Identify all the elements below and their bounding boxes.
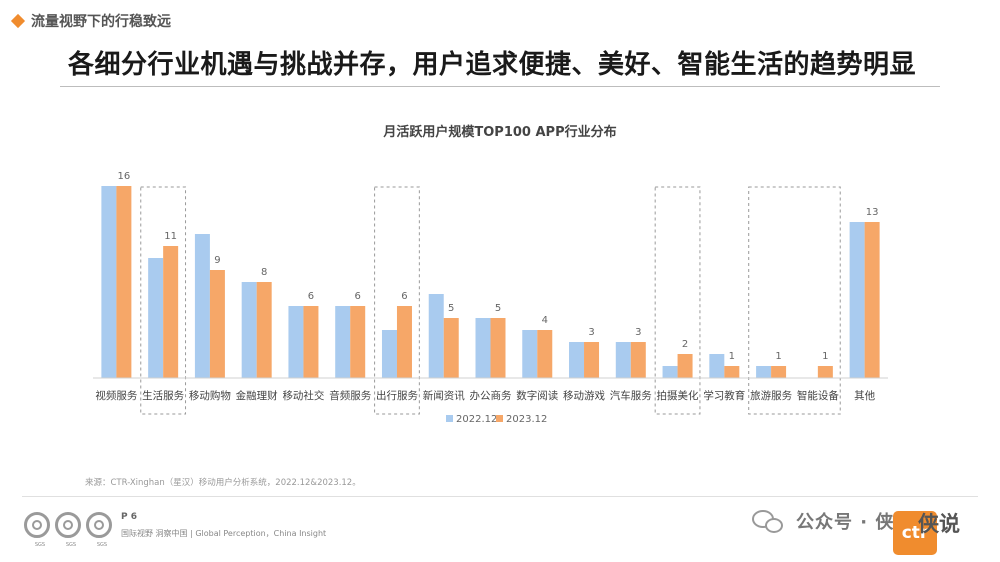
bar-2023-12 — [677, 354, 693, 378]
category-label: 移动游戏 — [563, 389, 605, 402]
data-label: 1 — [822, 351, 828, 362]
data-label: 3 — [588, 327, 594, 338]
wechat-watermark: 公众号 · 侠说 — [752, 508, 913, 534]
category-label: 办公商务 — [470, 389, 512, 402]
source-note: 来源：CTR-Xinghan（星汉）移动用户分析系统，2022.12&2023.… — [85, 478, 361, 488]
bar-2022-12 — [522, 330, 538, 378]
category-label: 生活服务 — [142, 389, 184, 402]
bar-2023-12 — [864, 222, 880, 378]
bar-2023-12 — [443, 318, 459, 378]
bar-2023-12 — [584, 342, 600, 378]
seal-label: SGS — [96, 542, 108, 548]
bar-2023-12 — [724, 366, 740, 378]
bar-2022-12 — [148, 258, 164, 378]
bar-2022-12 — [335, 306, 351, 378]
bar-2023-12 — [350, 306, 366, 378]
seal-label: SGS — [65, 542, 77, 548]
bar-2022-12 — [709, 354, 725, 378]
bar-2022-12 — [615, 342, 631, 378]
headline-divider — [60, 86, 940, 87]
category-label: 学习教育 — [703, 389, 745, 402]
legend-swatch — [446, 415, 453, 422]
footer-divider — [22, 496, 978, 497]
data-label: 6 — [355, 291, 361, 302]
bar-2023-12 — [163, 246, 179, 378]
data-label: 5 — [448, 303, 454, 314]
data-label: 8 — [261, 267, 267, 278]
data-label: 16 — [118, 171, 131, 182]
bar-2023-12 — [396, 306, 412, 378]
category-label: 新闻资讯 — [423, 389, 465, 402]
data-label: 6 — [308, 291, 314, 302]
bar-2023-12 — [630, 342, 646, 378]
category-label: 出行服务 — [376, 389, 418, 402]
watermark-overlay: 侠说 — [918, 512, 960, 536]
bar-2022-12 — [428, 294, 444, 378]
bar-2022-12 — [101, 186, 117, 378]
data-label: 4 — [542, 315, 548, 326]
data-label: 1 — [729, 351, 735, 362]
bar-chart: 16视频服务11生活服务9移动购物8金融理财6移动社交6音频服务6出行服务5新闻… — [93, 171, 888, 425]
legend-label: 2022.12 — [456, 414, 497, 425]
certification-seal-icon: SGS — [55, 512, 81, 548]
category-label: 数字阅读 — [516, 389, 558, 402]
legend-swatch — [496, 415, 503, 422]
seal-label: SGS — [34, 542, 46, 548]
data-label: 11 — [164, 231, 177, 242]
data-label: 3 — [635, 327, 641, 338]
category-label: 其他 — [854, 389, 875, 402]
category-label: 智能设备 — [797, 389, 839, 402]
category-label: 移动购物 — [189, 389, 231, 402]
bar-2023-12 — [256, 282, 272, 378]
chart-title: 月活跃用户规模TOP100 APP行业分布 — [383, 125, 617, 140]
category-label: 音频服务 — [329, 389, 371, 402]
bar-2023-12 — [817, 366, 833, 378]
bar-2022-12 — [381, 330, 397, 378]
category-label: 金融理财 — [236, 389, 278, 402]
data-label: 9 — [214, 255, 220, 266]
bar-2022-12 — [756, 366, 772, 378]
bar-2022-12 — [569, 342, 585, 378]
highlight-box — [140, 186, 187, 415]
legend-label: 2023.12 — [506, 414, 547, 425]
bar-2023-12 — [771, 366, 787, 378]
bar-2023-12 — [303, 306, 319, 378]
bar-2022-12 — [849, 222, 865, 378]
highlight-box — [374, 186, 420, 415]
category-label: 视频服务 — [95, 389, 137, 402]
highlight-box — [748, 186, 841, 415]
data-label: 13 — [866, 207, 879, 218]
wechat-account-name: 公众号 · 侠说 — [796, 512, 914, 533]
certification-seal-icon: SGS — [86, 512, 112, 548]
page-number: P 6 — [121, 512, 137, 522]
ctr-logo: ctr — [893, 511, 937, 555]
bar-2022-12 — [241, 282, 257, 378]
wechat-icon — [752, 508, 786, 534]
bar-2022-12 — [475, 318, 491, 378]
bar-2023-12 — [209, 270, 225, 378]
bar-2023-12 — [537, 330, 553, 378]
page-headline: 各细分行业机遇与挑战并存，用户追求便捷、美好、智能生活的趋势明显 — [68, 50, 917, 80]
category-label: 移动社交 — [282, 389, 324, 402]
category-label: 汽车服务 — [610, 389, 652, 402]
section-label: 流量视野下的行稳致远 — [10, 10, 171, 32]
section-label-text: 流量视野下的行稳致远 — [31, 14, 171, 30]
bar-2022-12 — [662, 366, 678, 378]
bar-2022-12 — [288, 306, 304, 378]
data-label: 1 — [775, 351, 781, 362]
bar-2023-12 — [116, 186, 132, 378]
data-label: 5 — [495, 303, 501, 314]
category-label: 旅游服务 — [750, 389, 792, 402]
category-label: 拍摄美化 — [657, 389, 699, 402]
data-label: 6 — [401, 291, 407, 302]
footer-tagline: 国际视野 洞察中国 | Global Perception，China Insi… — [121, 529, 327, 538]
certification-seals: SGS SGS SGS — [24, 512, 112, 548]
bar-2022-12 — [194, 234, 210, 378]
bar-2023-12 — [490, 318, 506, 378]
data-label: 2 — [682, 339, 688, 350]
certification-seal-icon: SGS — [24, 512, 50, 548]
logo-text: ctr — [901, 523, 929, 543]
highlight-box — [654, 186, 701, 415]
